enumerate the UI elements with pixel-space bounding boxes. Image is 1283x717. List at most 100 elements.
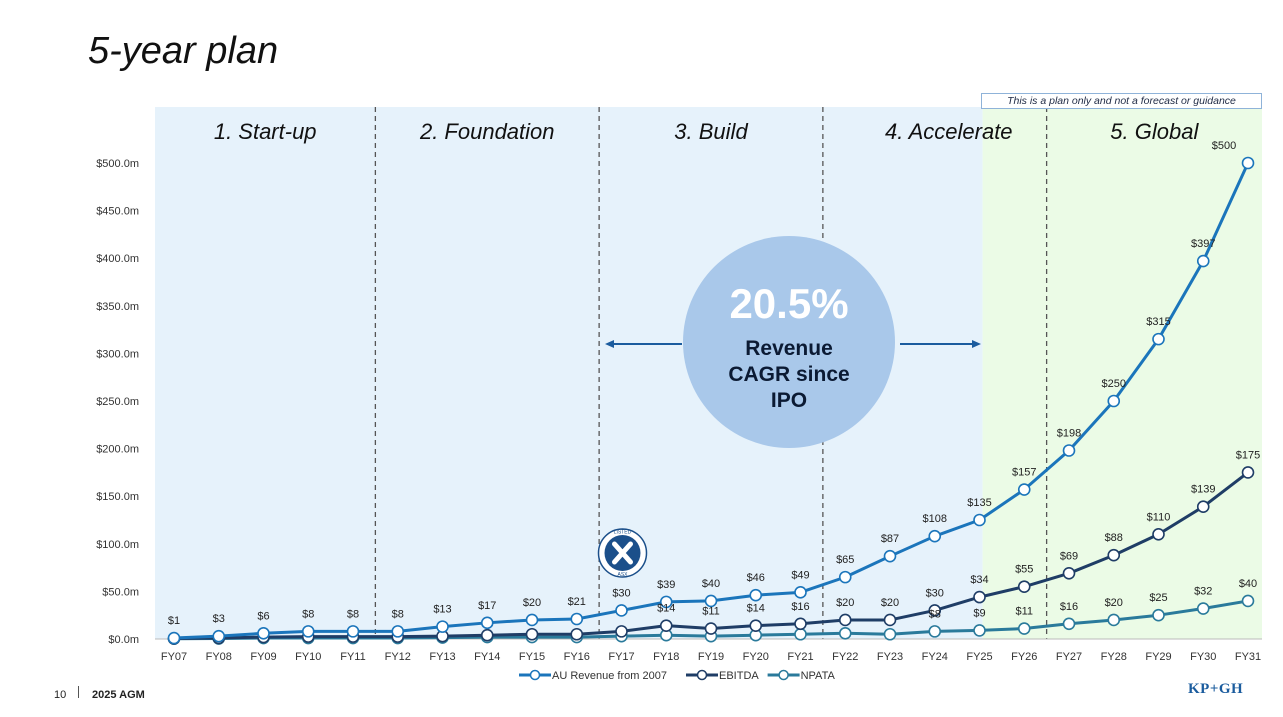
y-tick-label: $450.0m — [96, 206, 139, 218]
data-label: $16 — [1060, 601, 1078, 613]
data-label: $40 — [702, 578, 720, 590]
data-point — [436, 620, 449, 633]
x-tick-label: FY30 — [1190, 651, 1216, 663]
footer-divider — [78, 686, 79, 698]
x-tick-label: FY21 — [787, 651, 813, 663]
data-point — [883, 549, 897, 563]
x-tick-label: FY25 — [966, 651, 992, 663]
data-label: $315 — [1146, 316, 1170, 328]
x-tick-label: FY09 — [250, 651, 276, 663]
data-point — [794, 617, 807, 631]
arrow-left-head — [605, 340, 614, 348]
data-label: $25 — [1149, 592, 1167, 604]
data-point — [1017, 580, 1031, 593]
phase-label: 4. Accelerate — [885, 119, 1013, 144]
data-point — [525, 627, 539, 641]
data-point — [346, 625, 360, 638]
data-label: $14 — [747, 603, 765, 615]
data-point — [1107, 548, 1121, 562]
data-label: $11 — [702, 606, 720, 618]
x-tick-label: FY29 — [1145, 651, 1171, 663]
data-point — [1107, 613, 1121, 627]
legend-label: AU Revenue from 2007 — [552, 670, 667, 682]
data-point — [1241, 594, 1255, 608]
data-point — [659, 595, 673, 609]
data-point — [1062, 567, 1076, 580]
data-label: $34 — [970, 574, 988, 586]
data-label: $69 — [1060, 550, 1078, 562]
data-point — [883, 613, 897, 627]
cagr-value: 20.5% — [729, 280, 849, 327]
data-point — [1241, 466, 1255, 479]
data-point — [838, 626, 852, 640]
footer-event: 2025 AGM — [92, 689, 145, 701]
data-label: $55 — [1015, 564, 1033, 576]
data-point — [928, 604, 942, 617]
data-label: $20 — [523, 597, 541, 609]
data-point — [1107, 394, 1121, 408]
phase-label: 1. Start-up — [214, 119, 317, 144]
asx-x-icon — [612, 541, 633, 565]
data-point — [1017, 622, 1031, 635]
data-label: $9 — [973, 607, 985, 619]
phase-label: 2. Foundation — [419, 119, 555, 144]
data-point — [1241, 156, 1255, 170]
legend-marker — [529, 669, 541, 681]
asx-top-text: LISTED — [614, 530, 632, 536]
data-label: $40 — [1239, 578, 1257, 590]
data-label: $17 — [478, 600, 496, 612]
data-label: $30 — [926, 587, 944, 599]
data-point — [794, 586, 807, 599]
x-tick-label: FY10 — [295, 651, 321, 663]
data-label: $49 — [791, 569, 809, 581]
data-label: $30 — [612, 587, 630, 599]
data-point — [1062, 444, 1076, 457]
data-point — [838, 570, 852, 584]
data-point — [301, 625, 315, 638]
x-tick-label: FY26 — [1011, 651, 1037, 663]
data-point — [973, 590, 986, 604]
legend-label: NPATA — [801, 670, 836, 682]
data-label: $6 — [257, 610, 269, 622]
page-title: 5-year plan — [88, 30, 279, 72]
data-point — [704, 622, 718, 635]
x-tick-label: FY31 — [1235, 651, 1261, 663]
brand-logo: KP+GH — [1188, 681, 1244, 697]
x-tick-label: FY14 — [474, 651, 500, 663]
x-tick-label: FY27 — [1056, 651, 1082, 663]
x-tick-label: FY13 — [429, 651, 455, 663]
data-label: $11 — [1015, 606, 1033, 618]
y-tick-label: $350.0m — [96, 301, 139, 313]
data-label: $108 — [923, 513, 947, 525]
data-label: $46 — [747, 572, 765, 584]
data-point — [480, 628, 494, 642]
x-tick-label: FY28 — [1101, 651, 1127, 663]
x-tick-label: FY20 — [743, 651, 769, 663]
data-label: $87 — [881, 533, 899, 545]
page-number: 10 — [54, 689, 67, 701]
data-label: $32 — [1194, 586, 1212, 598]
data-point — [1196, 500, 1210, 513]
y-tick-label: $150.0m — [96, 491, 139, 503]
data-point — [212, 629, 226, 643]
data-label: $157 — [1012, 467, 1036, 479]
data-label: $20 — [1105, 597, 1123, 609]
data-label: $16 — [791, 601, 809, 613]
data-label: $14 — [657, 603, 675, 615]
x-tick-label: FY08 — [206, 651, 232, 663]
y-tick-label: $250.0m — [96, 396, 139, 408]
y-tick-label: $300.0m — [96, 348, 139, 360]
x-tick-label: FY22 — [832, 651, 858, 663]
data-point — [883, 627, 897, 641]
data-point — [1196, 602, 1210, 615]
data-point — [749, 619, 763, 632]
x-tick-label: FY11 — [340, 651, 365, 663]
data-label: $3 — [213, 613, 225, 625]
legend-label: EBITDA — [719, 670, 759, 682]
data-point — [525, 613, 539, 627]
asx-bottom-text: ASX — [617, 572, 628, 578]
y-tick-label: $50.0m — [102, 586, 139, 598]
data-label: $13 — [433, 604, 451, 616]
data-label: $397 — [1191, 238, 1215, 250]
data-label: $110 — [1147, 511, 1171, 523]
